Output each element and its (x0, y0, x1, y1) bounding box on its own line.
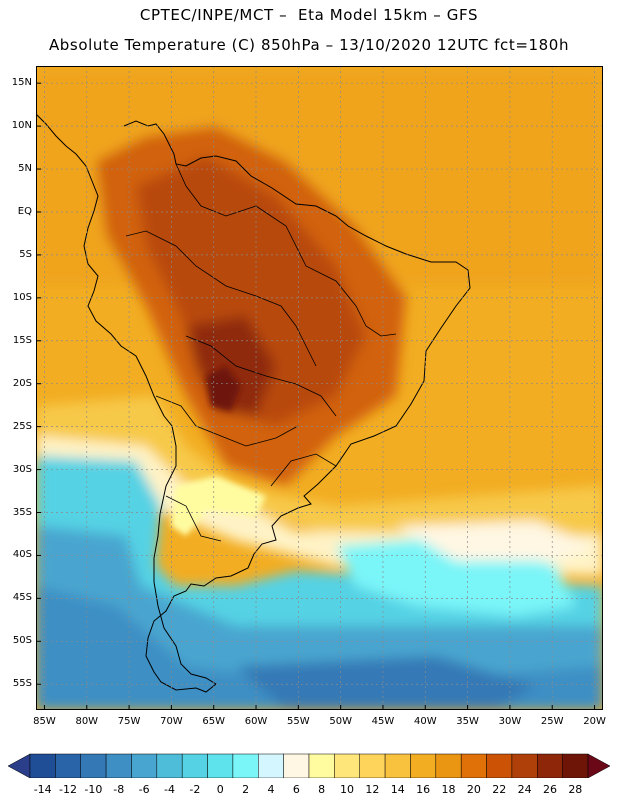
latitude-label: 5N (18, 163, 32, 175)
colorbar-label: 26 (542, 783, 557, 796)
colorbar-bin (537, 753, 563, 778)
latitude-label: 50S (12, 635, 32, 647)
colorbar-label: -10 (84, 783, 103, 796)
longitude-label: 40W (413, 716, 437, 727)
colorbar-label: -8 (113, 783, 125, 796)
colorbar-label: 22 (492, 783, 507, 796)
latitude-label: 15N (11, 77, 32, 89)
colorbar-bin (359, 753, 386, 778)
colorbar-label: 20 (466, 783, 481, 796)
colorbar-label: -6 (138, 783, 150, 796)
latitude-label: 10N (11, 120, 32, 132)
colorbar-bin (283, 753, 310, 778)
longitude-label: 65W (202, 716, 226, 727)
colorbar-label: 24 (517, 783, 532, 796)
colorbar-label: 10 (340, 783, 355, 796)
colorbar-bin (460, 753, 487, 778)
colorbar-bin (105, 753, 132, 778)
colorbar-bin (435, 753, 462, 778)
colorbar-bin (308, 753, 335, 778)
colorbar-label: 4 (267, 783, 275, 796)
latitude-label: EQ (17, 205, 32, 217)
chart-title-line-2: Absolute Temperature (C) 850hPa – 13/10/… (48, 36, 570, 54)
colorbar-label: 0 (216, 783, 224, 796)
longitude-label: 60W (244, 716, 268, 727)
colorbar-bin (80, 753, 107, 778)
colorbar-bin (258, 753, 284, 778)
colorbar (7, 753, 611, 778)
colorbar-label: 8 (318, 783, 326, 796)
colorbar-label: 14 (390, 783, 405, 796)
colorbar-bin (207, 753, 234, 778)
longitude-label: 50W (329, 716, 352, 727)
longitude-label: 55W (287, 716, 310, 727)
latitude-label: 25S (12, 420, 32, 432)
latitude-label: 40S (12, 549, 32, 561)
latitude-label: 35S (12, 506, 32, 518)
longitude-label: 20W (583, 716, 606, 727)
colorbar-bin (232, 753, 259, 778)
latitude-label: 30S (12, 463, 32, 475)
colorbar-label: -2 (189, 783, 201, 796)
longitude-label: 85W (33, 716, 56, 727)
colorbar-label: 12 (365, 783, 380, 796)
colorbar-label: 18 (441, 783, 456, 796)
temperature-map (36, 66, 603, 710)
coastline (36, 113, 471, 693)
colorbar-bin (562, 753, 589, 778)
colorbar-bin (410, 753, 437, 778)
colorbar-label: -14 (33, 783, 52, 796)
longitude-label: 70W (160, 716, 183, 727)
chart-title-line-1: CPTEC/INPE/MCT – Eta Model 15km – GFS (139, 6, 479, 24)
latitude-label: 5S (19, 248, 32, 260)
colorbar-bin (486, 753, 513, 778)
colorbar-label: 2 (242, 783, 250, 796)
colorbar-bin (181, 753, 208, 778)
colorbar-left-arrow (7, 753, 31, 778)
colorbar-bin (384, 753, 411, 778)
colorbar-bin (156, 753, 183, 778)
colorbar-right-arrow (587, 753, 611, 778)
colorbar-bin (55, 753, 81, 778)
latitude-label: 15S (12, 334, 32, 346)
colorbar-label: 6 (292, 783, 300, 796)
colorbar-label: 28 (568, 783, 583, 796)
map-frame (36, 66, 603, 710)
latitude-label: 45S (12, 592, 32, 604)
latitude-label: 55S (12, 678, 32, 690)
longitude-label: 30W (498, 716, 522, 727)
colorbar-label: -4 (164, 783, 175, 796)
colorbar-bin (511, 753, 538, 778)
longitude-label: 45W (371, 716, 395, 727)
colorbar-label: -12 (59, 783, 78, 796)
longitude-label: 75W (117, 716, 141, 727)
longitude-label: 25W (540, 716, 564, 727)
latitude-label: 10S (12, 291, 32, 303)
colorbar-bin (131, 753, 158, 778)
longitude-label: 35W (456, 716, 479, 727)
colorbar-bin (29, 753, 56, 778)
colorbar-label: 16 (416, 783, 431, 796)
colorbar-bin (334, 753, 360, 778)
longitude-label: 80W (75, 716, 99, 727)
latitude-label: 20S (12, 377, 32, 389)
